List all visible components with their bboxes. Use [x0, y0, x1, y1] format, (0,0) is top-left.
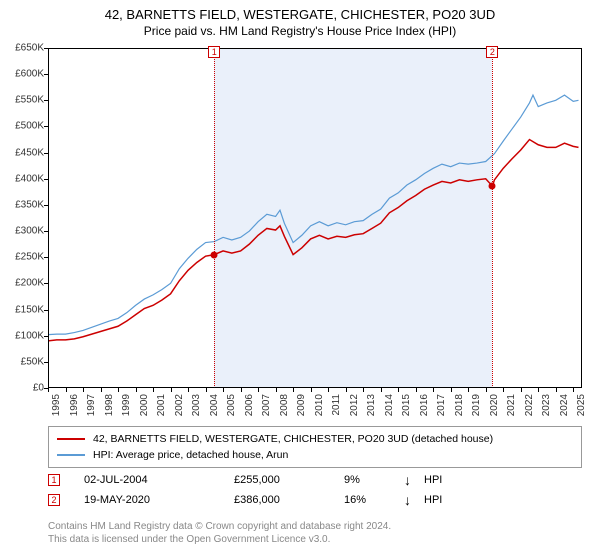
- transaction-price: £386,000: [234, 494, 344, 506]
- y-tick-label: £550K: [0, 95, 44, 106]
- legend-swatch: [57, 438, 85, 440]
- transaction-date: 19-MAY-2020: [84, 494, 234, 506]
- x-tick-label: 2025: [576, 394, 587, 416]
- legend-item: 42, BARNETTS FIELD, WESTERGATE, CHICHEST…: [57, 431, 573, 447]
- transaction-pct: 16%: [344, 494, 404, 506]
- x-tick-label: 2011: [331, 394, 342, 416]
- x-tick-label: 2023: [541, 394, 552, 416]
- x-tick-label: 2018: [454, 394, 465, 416]
- down-arrow-icon: ↓: [404, 472, 424, 488]
- y-tick-label: £250K: [0, 252, 44, 263]
- transaction-marker: 1: [48, 474, 60, 486]
- footer: Contains HM Land Registry data © Crown c…: [48, 520, 582, 546]
- x-tick-label: 2015: [401, 394, 412, 416]
- x-tick-label: 2013: [366, 394, 377, 416]
- x-tick-label: 2006: [244, 394, 255, 416]
- footer-line: This data is licensed under the Open Gov…: [48, 533, 582, 546]
- x-tick-label: 2020: [489, 394, 500, 416]
- axis-border: [48, 48, 582, 388]
- transactions-table: 1 02-JUL-2004 £255,000 9% ↓ HPI 2 19-MAY…: [48, 470, 582, 510]
- x-tick-label: 2007: [261, 394, 272, 416]
- transaction-row: 2 19-MAY-2020 £386,000 16% ↓ HPI: [48, 490, 582, 510]
- chart-container: 42, BARNETTS FIELD, WESTERGATE, CHICHEST…: [0, 0, 600, 560]
- transaction-ref: HPI: [424, 474, 464, 486]
- x-tick-label: 1997: [86, 394, 97, 416]
- y-tick-label: £300K: [0, 226, 44, 237]
- y-tick-label: £150K: [0, 304, 44, 315]
- x-tick-label: 1996: [69, 394, 80, 416]
- chart-subtitle: Price paid vs. HM Land Registry's House …: [0, 24, 600, 38]
- legend-swatch: [57, 454, 85, 456]
- y-tick-label: £650K: [0, 43, 44, 54]
- x-tick-label: 2022: [524, 394, 535, 416]
- x-tick-label: 2009: [296, 394, 307, 416]
- legend-item: HPI: Average price, detached house, Arun: [57, 447, 573, 463]
- x-tick-label: 2019: [471, 394, 482, 416]
- y-tick-label: £200K: [0, 278, 44, 289]
- down-arrow-icon: ↓: [404, 492, 424, 508]
- x-tick-label: 2001: [156, 394, 167, 416]
- x-tick-label: 2000: [139, 394, 150, 416]
- sale-marker: 1: [208, 46, 220, 58]
- transaction-marker: 2: [48, 494, 60, 506]
- legend-label: 42, BARNETTS FIELD, WESTERGATE, CHICHEST…: [93, 433, 493, 445]
- y-tick-label: £0: [0, 383, 44, 394]
- transaction-row: 1 02-JUL-2004 £255,000 9% ↓ HPI: [48, 470, 582, 490]
- x-tick-label: 1998: [104, 394, 115, 416]
- x-tick-label: 2016: [419, 394, 430, 416]
- y-tick-label: £100K: [0, 330, 44, 341]
- transaction-date: 02-JUL-2004: [84, 474, 234, 486]
- x-tick-label: 2014: [384, 394, 395, 416]
- x-tick-label: 1999: [121, 394, 132, 416]
- transaction-pct: 9%: [344, 474, 404, 486]
- legend-label: HPI: Average price, detached house, Arun: [93, 449, 288, 461]
- plot-area: [48, 48, 582, 388]
- chart-title: 42, BARNETTS FIELD, WESTERGATE, CHICHEST…: [0, 0, 600, 24]
- x-tick-label: 2003: [191, 394, 202, 416]
- x-tick-label: 2010: [314, 394, 325, 416]
- legend: 42, BARNETTS FIELD, WESTERGATE, CHICHEST…: [48, 426, 582, 468]
- x-tick-label: 2012: [349, 394, 360, 416]
- y-tick-label: £500K: [0, 121, 44, 132]
- transaction-ref: HPI: [424, 494, 464, 506]
- x-tick-label: 2024: [559, 394, 570, 416]
- x-tick-label: 2017: [436, 394, 447, 416]
- x-tick-label: 2002: [174, 394, 185, 416]
- x-tick-label: 2005: [226, 394, 237, 416]
- y-tick-label: £50K: [0, 356, 44, 367]
- x-tick-label: 2021: [506, 394, 517, 416]
- x-tick-label: 2004: [209, 394, 220, 416]
- x-tick-label: 2008: [279, 394, 290, 416]
- y-tick-label: £450K: [0, 147, 44, 158]
- transaction-price: £255,000: [234, 474, 344, 486]
- y-tick-label: £600K: [0, 69, 44, 80]
- y-tick-label: £400K: [0, 173, 44, 184]
- footer-line: Contains HM Land Registry data © Crown c…: [48, 520, 582, 533]
- y-tick-label: £350K: [0, 199, 44, 210]
- sale-marker: 2: [486, 46, 498, 58]
- x-tick-label: 1995: [51, 394, 62, 416]
